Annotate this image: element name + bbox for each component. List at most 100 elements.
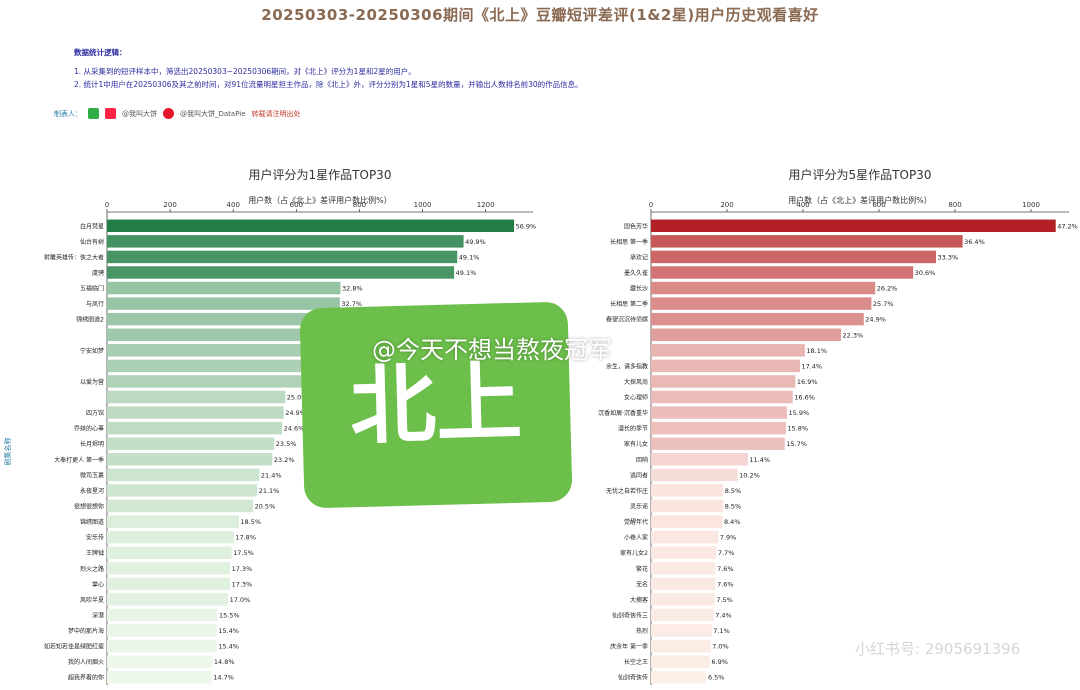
category-label: 长空之王 — [624, 658, 648, 666]
bar — [107, 546, 232, 559]
bar — [651, 593, 715, 606]
bar — [107, 655, 213, 668]
category-label: 仙剑奇侠传三 — [612, 611, 648, 619]
notes-line-2: 2. 统计1中用户在20250306及其之前时间，对91位流量明星担主作品，除《… — [74, 80, 583, 89]
bar — [107, 530, 234, 544]
data-label: 15.9% — [789, 409, 810, 417]
data-label: 26.2% — [877, 285, 898, 293]
credits-label: 制表人： — [54, 109, 82, 118]
data-label: 7.7% — [718, 549, 735, 557]
bar — [107, 219, 515, 233]
category-label: 超我养着的你 — [68, 674, 104, 682]
notes-line-1: 1. 从采集到的短评样本中，筛选出20250303~20250306期间，对《北… — [74, 67, 416, 76]
data-label: 11.4% — [749, 456, 770, 464]
category-label: 觉醒年代 — [624, 518, 648, 526]
bar — [107, 297, 340, 310]
category-label: 安乐传 — [86, 534, 104, 542]
bar — [107, 266, 455, 279]
category-label: 逃同者 — [630, 471, 648, 479]
category-label: 我的人间烟火 — [68, 658, 104, 666]
category-label: 梦中的那片海 — [68, 627, 104, 635]
bar — [107, 359, 309, 373]
category-label: 宁安如梦 — [80, 347, 104, 355]
category-label: 白月梵星 — [80, 222, 104, 230]
category-label: 漫长的季节 — [618, 425, 648, 433]
data-label: 32.7% — [341, 300, 362, 308]
category-label: 繁花 — [636, 565, 648, 573]
data-label: 25.0% — [287, 394, 308, 402]
category-label: 大摘客 — [630, 596, 648, 604]
data-label: 17.8% — [235, 534, 256, 542]
category-label: 射雕英雄传：侠之大者 — [44, 253, 104, 261]
category-label: 热烈 — [636, 627, 648, 635]
credits-row: 制表人： @我叫大饼 @我叫大饼_DataPie 转载请注明出处 — [54, 108, 301, 119]
category-label: 回响 — [636, 456, 648, 464]
credit-warning: 转载请注明出处 — [251, 109, 301, 118]
bar — [107, 608, 218, 622]
bar — [651, 390, 793, 404]
data-label: 14.7% — [213, 674, 234, 682]
bar — [107, 312, 335, 326]
bar — [107, 250, 458, 264]
x-tick-label: 0 — [105, 201, 109, 209]
credit-handle-1: @我叫大饼 — [122, 109, 157, 118]
category-label: 王牌钺 — [86, 549, 104, 557]
bar — [651, 670, 707, 684]
bar — [651, 546, 717, 559]
douban-icon — [88, 108, 99, 119]
data-label: 16.6% — [794, 394, 815, 402]
category-label: 余生，请多指教 — [606, 362, 648, 370]
x-axis-label: 用户数（占《北上》差评用户数比例%） — [248, 195, 392, 205]
bar — [107, 562, 231, 575]
bar — [107, 406, 284, 419]
category-label: 仙剑奇侠传 — [618, 674, 648, 682]
bar — [651, 484, 724, 497]
category-label: 深潜 — [92, 611, 104, 619]
data-label: 17.3% — [232, 565, 253, 573]
data-label: 49.9% — [465, 238, 486, 246]
x-tick-label: 1000 — [414, 201, 432, 209]
x-tick-label: 400 — [227, 201, 240, 209]
bar — [107, 484, 258, 497]
category-label: 春望沉沉待须嫁 — [606, 316, 648, 324]
x-tick-label: 200 — [163, 201, 176, 209]
y-axis-label: 剧集名称 — [3, 438, 12, 466]
bar — [107, 670, 212, 684]
data-label: 18.1% — [806, 347, 827, 355]
x-axis-label: 用户数（占《北上》差评用户数比例%） — [788, 195, 932, 205]
bar — [107, 390, 286, 404]
bar — [107, 624, 217, 637]
chart-title: 用户评分为1星作品TOP30 — [249, 167, 392, 182]
data-label: 7.1% — [713, 627, 730, 635]
bar — [107, 328, 328, 341]
category-label: 风吹半夏 — [80, 596, 104, 604]
bar — [651, 235, 963, 248]
bar — [651, 312, 864, 326]
x-tick-label: 200 — [720, 201, 733, 209]
data-label: 23.2% — [274, 456, 295, 464]
bar — [651, 219, 1056, 233]
category-label: 无忧之自若作庄 — [606, 487, 648, 495]
watermark-weibo: @今天不想当熬夜冠军 — [372, 336, 612, 364]
bar — [107, 515, 239, 528]
category-label: 灵乐谣 — [630, 503, 648, 510]
data-label: 49.1% — [456, 269, 477, 277]
x-tick-label: 0 — [649, 201, 653, 209]
bar — [651, 328, 841, 341]
data-label: 15.5% — [219, 611, 240, 619]
category-label: 永夜星河 — [80, 487, 104, 495]
data-label: 24.6% — [284, 425, 305, 433]
bar — [651, 359, 800, 373]
data-label: 17.4% — [801, 362, 822, 370]
bar — [651, 437, 785, 450]
bar — [107, 577, 231, 591]
bar — [107, 593, 229, 606]
bar — [651, 375, 796, 388]
category-label: 烈火之路 — [80, 565, 104, 573]
data-label: 7.6% — [717, 580, 734, 588]
x-tick-label: 600 — [290, 201, 303, 209]
category-label: 长相思 第二季 — [610, 300, 648, 308]
bar — [107, 421, 283, 435]
category-label: 仙台有树 — [80, 238, 104, 246]
data-label: 30.6% — [915, 269, 936, 277]
